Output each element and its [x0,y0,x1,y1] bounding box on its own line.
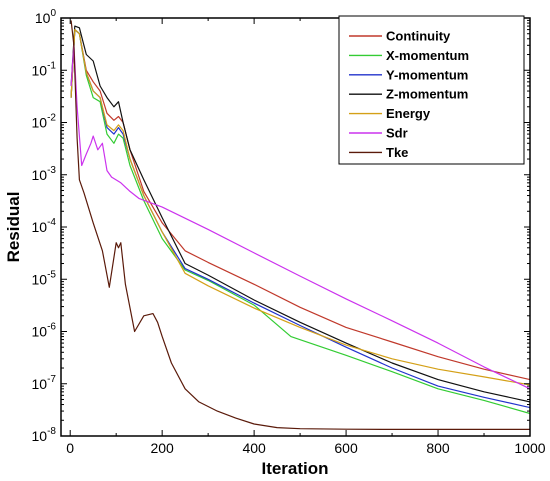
series-line-sdr [70,44,530,390]
legend-label-x-momentum: X-momentum [386,48,469,63]
y-tick-label: 10-3 [32,165,57,183]
x-tick-label: 1000 [514,440,545,456]
legend-label-sdr: Sdr [386,126,408,141]
y-tick-label: 10-4 [32,217,57,235]
y-tick-label: 10-2 [32,113,57,131]
y-tick-label: 10-1 [32,60,57,78]
x-tick-label: 0 [66,440,74,456]
series-line-tke [70,20,530,430]
x-tick-label: 600 [334,440,358,456]
x-tick-label: 800 [426,440,450,456]
y-tick-label: 10-8 [32,426,57,444]
y-axis-title: Residual [4,192,23,263]
x-axis-title: Iteration [261,459,328,478]
tick-labels-layer: 0 200 400 600 800 1000 10-8 10-7 10-6 10-5 10-4 10-… [32,8,546,456]
legend-label-y-momentum: Y-momentum [386,67,468,82]
series-layer [70,20,530,430]
x-tick-label: 200 [150,440,174,456]
legend: Continuity X-momentum Y-momentum Z-momentum… [338,15,525,165]
series-line-x-momentum [70,29,530,415]
legend-label-energy: Energy [386,106,431,121]
legend-label-z-momentum: Z-momentum [386,87,468,102]
legend-box [338,15,525,165]
y-tick-label: 100 [35,8,57,26]
legend-label-continuity: Continuity [386,29,451,44]
series-line-z-momentum [70,25,530,403]
y-tick-label: 10-7 [32,374,57,392]
series-line-energy [70,29,530,386]
series-line-continuity [70,29,530,381]
x-tick-label: 400 [242,440,266,456]
legend-label-tke: Tke [386,145,408,160]
ticks-layer [61,17,531,437]
y-tick-label: 10-5 [32,269,57,287]
y-tick-label: 10-6 [32,322,57,340]
